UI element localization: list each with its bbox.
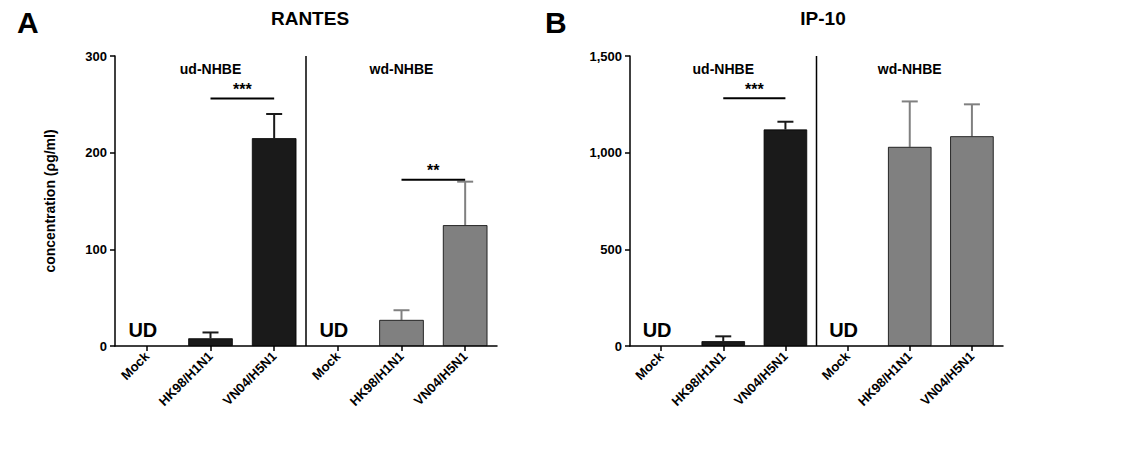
svg-text:A: A bbox=[17, 6, 39, 39]
svg-text:HK98/H1N1: HK98/H1N1 bbox=[668, 349, 728, 409]
svg-text:Mock: Mock bbox=[819, 348, 854, 383]
svg-text:wd-NHBE: wd-NHBE bbox=[369, 61, 434, 77]
svg-text:UD: UD bbox=[829, 319, 858, 341]
svg-text:1,000: 1,000 bbox=[589, 145, 622, 160]
svg-text:concentration (ρg/ml): concentration (ρg/ml) bbox=[42, 129, 58, 272]
svg-text:HK98/H1N1: HK98/H1N1 bbox=[347, 349, 407, 409]
svg-text:wd-NHBE: wd-NHBE bbox=[877, 61, 942, 77]
svg-text:300: 300 bbox=[85, 49, 107, 64]
svg-text:IP-10: IP-10 bbox=[800, 8, 845, 29]
svg-text:UD: UD bbox=[128, 319, 157, 341]
svg-text:100: 100 bbox=[85, 242, 107, 257]
svg-text:ud-NHBE: ud-NHBE bbox=[180, 61, 241, 77]
svg-text:500: 500 bbox=[600, 242, 622, 257]
svg-text:***: *** bbox=[233, 81, 252, 98]
svg-text:0: 0 bbox=[100, 339, 107, 354]
svg-text:***: *** bbox=[745, 81, 764, 98]
svg-text:0: 0 bbox=[615, 339, 622, 354]
svg-text:VN04/H5N1: VN04/H5N1 bbox=[220, 349, 280, 409]
svg-text:HK98/H1N1: HK98/H1N1 bbox=[855, 349, 915, 409]
svg-text:Mock: Mock bbox=[309, 348, 344, 383]
svg-text:Mock: Mock bbox=[632, 348, 667, 383]
svg-text:VN04/H5N1: VN04/H5N1 bbox=[918, 349, 978, 409]
svg-text:200: 200 bbox=[85, 145, 107, 160]
svg-text:UD: UD bbox=[643, 319, 672, 341]
svg-text:RANTES: RANTES bbox=[271, 8, 349, 29]
svg-text:HK98/H1N1: HK98/H1N1 bbox=[156, 349, 216, 409]
svg-text:**: ** bbox=[427, 162, 440, 179]
svg-text:B: B bbox=[545, 6, 567, 39]
svg-text:VN04/H5N1: VN04/H5N1 bbox=[731, 349, 791, 409]
svg-text:UD: UD bbox=[319, 319, 348, 341]
svg-text:Mock: Mock bbox=[118, 348, 153, 383]
svg-text:VN04/H5N1: VN04/H5N1 bbox=[411, 349, 471, 409]
svg-text:1,500: 1,500 bbox=[589, 49, 622, 64]
svg-text:ud-NHBE: ud-NHBE bbox=[693, 61, 754, 77]
